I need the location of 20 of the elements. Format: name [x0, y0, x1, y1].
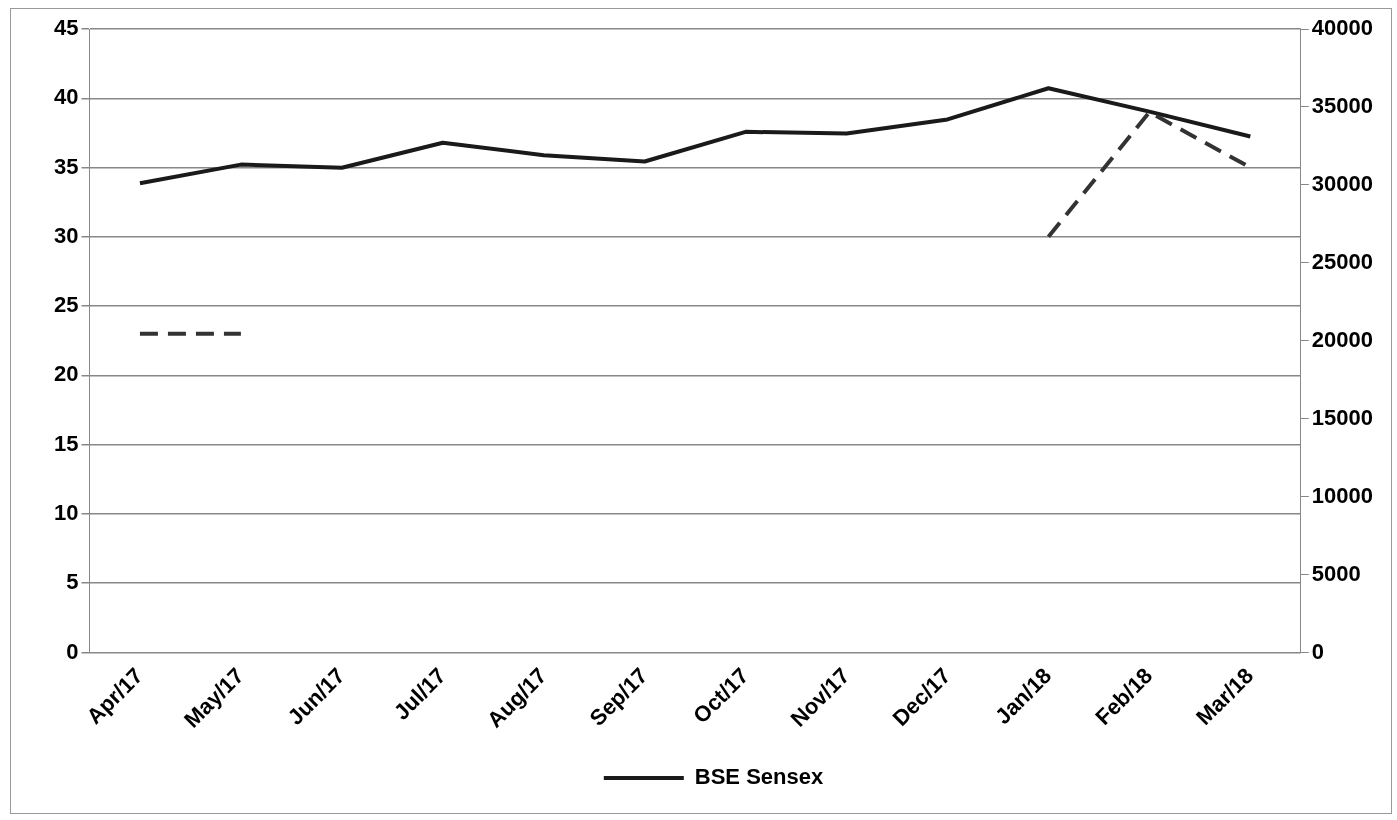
y-tick-label: 25 — [53, 292, 79, 318]
y-tick-label: 40 — [53, 84, 79, 110]
y-tick-label: 10 — [53, 499, 79, 525]
y2-tick-label: 10000 — [1311, 482, 1374, 508]
y2-tick-label: 15000 — [1311, 404, 1374, 430]
y-tick-label: 15 — [53, 430, 79, 456]
y-tick-label: 0 — [66, 638, 79, 664]
y-tick-label: 20 — [53, 361, 79, 387]
y2-tick-label: 25000 — [1311, 248, 1374, 274]
y2-tick-label: 0 — [1311, 638, 1325, 664]
y2-tick-label: 20000 — [1311, 326, 1374, 352]
y-tick-label: 45 — [53, 15, 79, 41]
y2-tick-label: 35000 — [1311, 92, 1374, 118]
y2-tick-label: 30000 — [1311, 170, 1374, 196]
y-tick-label: 5 — [66, 569, 79, 595]
y-tick-label: 35 — [53, 153, 79, 179]
y2-tick-label: 40000 — [1311, 15, 1374, 41]
legend-label: BSE Sensex — [694, 764, 824, 790]
y-tick-label: 30 — [53, 222, 79, 248]
y2-tick-label: 5000 — [1311, 560, 1361, 586]
